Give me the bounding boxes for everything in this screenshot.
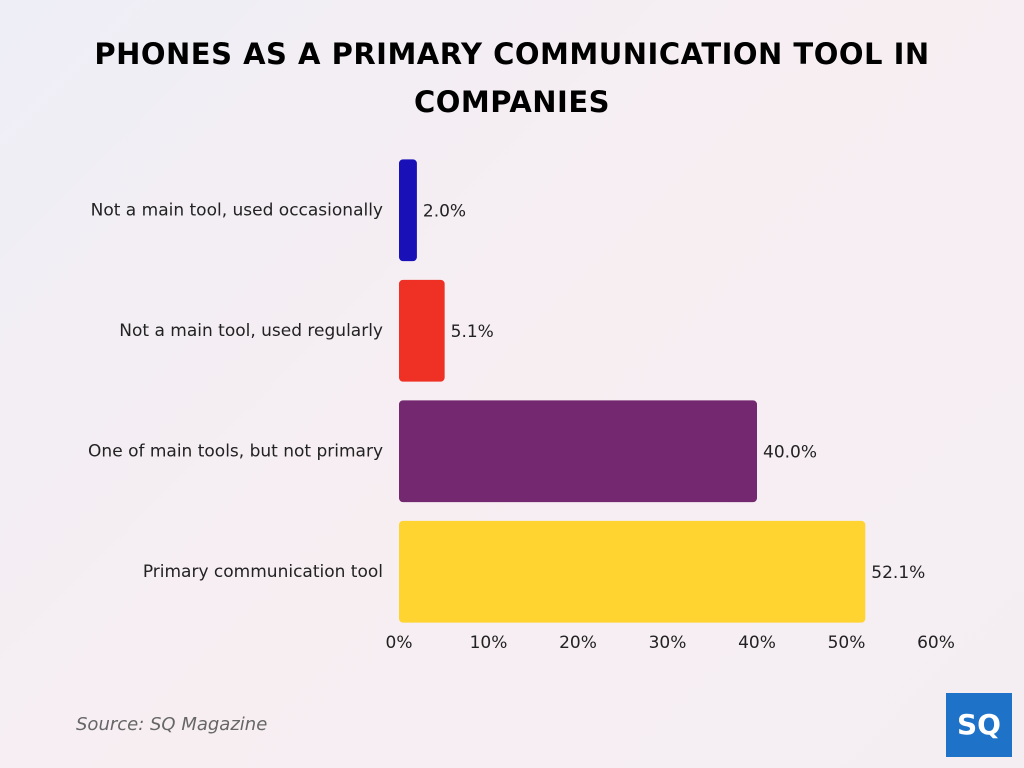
logo-box: [946, 693, 1012, 757]
x-tick-label: 0%: [386, 633, 413, 653]
value-label: 40.0%: [763, 442, 817, 462]
x-tick-label: 30%: [649, 633, 687, 653]
y-tick-label: Not a main tool, used regularly: [119, 321, 383, 341]
x-tick-label: 50%: [828, 633, 866, 653]
x-tick-label: 40%: [738, 633, 776, 653]
source: Source: SQ Magazine: [76, 714, 267, 735]
x-tick-label: 20%: [559, 633, 597, 653]
bar: [399, 400, 757, 503]
bar: [399, 520, 866, 623]
value-label: 5.1%: [451, 322, 494, 342]
bar: [399, 279, 445, 382]
bar: [399, 159, 417, 262]
logo: SQ: [957, 708, 1001, 741]
x-tick-label: 10%: [470, 633, 508, 653]
y-tick-label: One of main tools, but not primary: [88, 441, 383, 461]
value-label: 52.1%: [871, 563, 925, 583]
y-tick-label: Not a main tool, used occasionally: [91, 200, 383, 220]
y-tick-label: Primary communication tool: [143, 562, 383, 582]
x-tick-label: 60%: [917, 633, 955, 653]
value-label: 2.0%: [423, 201, 466, 221]
chart-title: PHONES AS A PRIMARY COMMUNICATION TOOL I…: [94, 37, 930, 119]
